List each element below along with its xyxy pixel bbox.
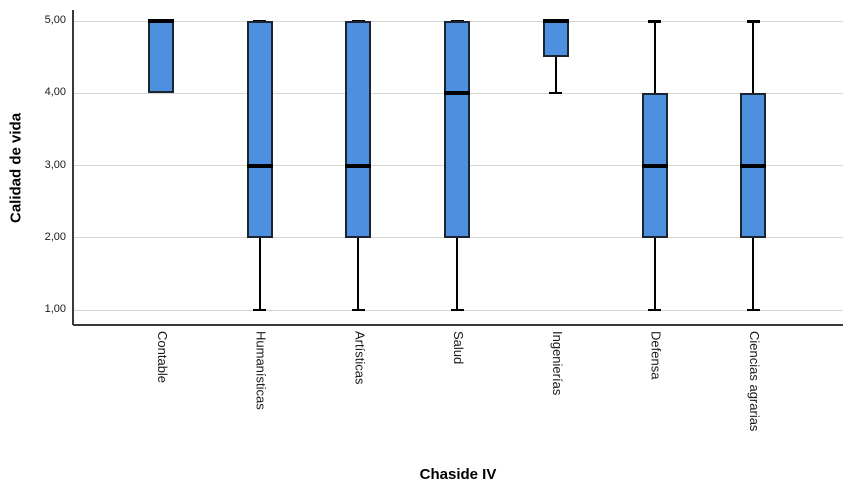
x-axis-title: Chaside IV: [419, 466, 497, 483]
whisker-low-cap: [746, 309, 760, 311]
x-axis-line: [73, 324, 843, 326]
x-category-label: Ciencias agrarias: [747, 331, 763, 432]
median-line: [641, 163, 668, 168]
whisker-high-cap: [746, 20, 760, 23]
box: [542, 21, 569, 58]
box: [444, 21, 471, 238]
plot-area: [73, 10, 843, 325]
y-tick-label: 5,00: [44, 14, 66, 26]
median-line: [148, 19, 174, 23]
whisker-high-cap: [648, 20, 661, 23]
x-category-label: Defensa: [648, 331, 664, 380]
whisker-low: [752, 237, 755, 310]
y-tick-label: 3,00: [44, 158, 66, 171]
median-line: [246, 163, 273, 168]
whisker-low-cap: [253, 309, 267, 311]
median-line: [444, 91, 471, 96]
x-category-label: Contable: [155, 331, 170, 384]
whisker-low-cap: [648, 309, 661, 311]
y-axis-line: [72, 10, 74, 325]
x-category-label: Humanísticas: [253, 331, 269, 410]
whisker-low-cap: [351, 309, 365, 311]
whisker-low: [258, 237, 261, 310]
x-category-label: Artísticas: [352, 331, 368, 385]
y-tick-label: 2,00: [44, 230, 66, 243]
y-axis-title: Calidad de vida: [7, 112, 25, 223]
whisker-low-cap: [549, 92, 563, 95]
whisker-low: [653, 237, 656, 310]
whisker-low: [456, 237, 459, 310]
y-tick-label: 4,00: [44, 86, 66, 99]
x-category-label: Salud: [451, 331, 467, 365]
box: [345, 21, 372, 238]
box: [246, 21, 273, 238]
whisker-low-cap: [450, 309, 464, 311]
whisker-low: [554, 57, 557, 94]
whisker-low: [357, 237, 360, 310]
median-line: [542, 19, 569, 23]
x-category-label: Ingenierías: [549, 331, 565, 396]
median-line: [740, 163, 767, 168]
box: [148, 21, 174, 94]
y-tick-label: 1,00: [44, 303, 66, 315]
median-line: [345, 163, 372, 168]
whisker-high: [653, 21, 656, 94]
whisker-high: [752, 21, 755, 94]
